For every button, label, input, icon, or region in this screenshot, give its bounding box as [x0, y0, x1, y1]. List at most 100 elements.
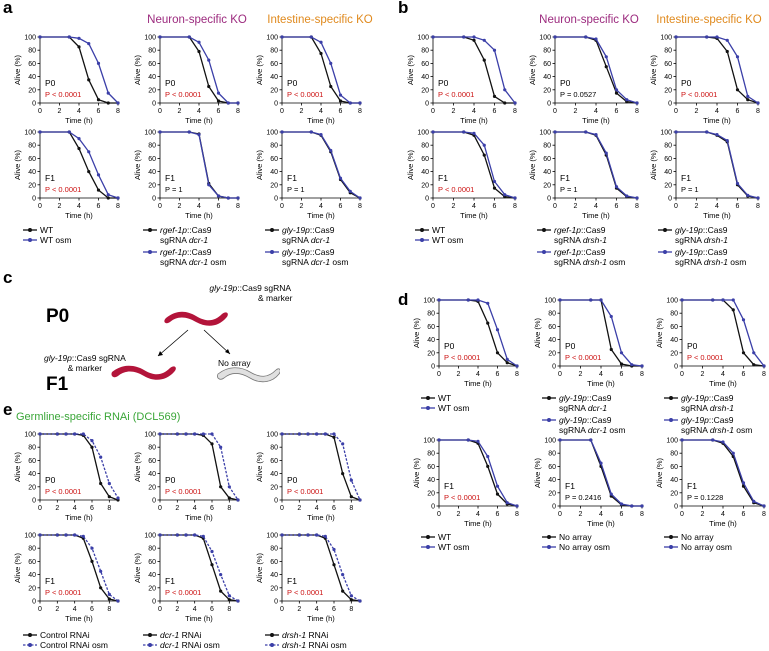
series-osm-point [207, 183, 211, 187]
series-osm-point [495, 484, 500, 488]
x-tick-label: 8 [762, 371, 766, 378]
series-control-point [77, 146, 81, 151]
series-osm-point [236, 599, 240, 603]
y-tick-label: 60 [427, 464, 435, 471]
p-value: P < 0.0001 [45, 487, 81, 496]
series-osm-point [437, 298, 441, 302]
series-osm-point [106, 91, 110, 95]
series-osm-point [495, 328, 500, 332]
series-control-point [329, 84, 333, 89]
y-tick-label: 100 [539, 130, 551, 137]
y-tick-label: 40 [421, 169, 429, 176]
generation-label: F1 [438, 173, 448, 183]
series-control-point [503, 101, 507, 105]
series-osm-point [437, 438, 441, 442]
y-tick-label: 100 [266, 533, 278, 540]
series-osm-point [462, 130, 466, 134]
series-osm-point [236, 498, 240, 502]
arrow-left [157, 329, 189, 357]
y-tick-label: 40 [28, 74, 36, 81]
generation-label: P0 [681, 78, 692, 88]
p-value: P < 0.0001 [565, 353, 601, 362]
series-control-point [604, 65, 608, 69]
y-tick-label: 60 [148, 559, 156, 566]
x-tick-label: 4 [73, 606, 77, 613]
x-tick-label: 6 [210, 505, 214, 512]
y-tick-label: 40 [427, 477, 435, 484]
series-osm-point [492, 179, 497, 184]
x-tick-label: 6 [496, 511, 500, 518]
series-control-point [492, 94, 497, 98]
y-tick-label: 20 [28, 182, 36, 189]
chart-d4: 0 20 40 60 80 100 0 2 4 6 8 Time (h) Alive (%) F1 P < … [412, 438, 519, 529]
series-osm-point [625, 98, 629, 102]
p-value: P < 0.0001 [687, 353, 723, 362]
generation-label: P0 [560, 78, 571, 88]
x-tick-label: 6 [736, 108, 740, 115]
series-control-point [731, 308, 735, 312]
x-tick-label: 2 [55, 606, 59, 613]
series-osm-point [492, 48, 497, 52]
y-tick-label: 80 [28, 48, 36, 55]
legend-item: No array [663, 532, 732, 542]
p-value: P < 0.0001 [45, 90, 81, 99]
series-osm-point [38, 35, 42, 39]
y-tick-label: 80 [670, 311, 678, 318]
series-control-point [609, 347, 613, 352]
y-tick-label: 20 [548, 350, 556, 357]
y-tick-label: 80 [28, 546, 36, 553]
series-osm-point [715, 35, 719, 39]
y-tick-label: 60 [543, 156, 551, 163]
x-tick-label: 6 [332, 505, 336, 512]
x-tick-label: 6 [339, 203, 343, 210]
series-osm-point [625, 194, 629, 198]
y-tick-label: 20 [148, 585, 156, 592]
y-tick-label: 20 [28, 585, 36, 592]
y-tick-label: 0 [431, 504, 435, 511]
series-osm-point [619, 502, 624, 506]
y-axis-label: Alive (%) [13, 55, 22, 86]
generation-label: F1 [681, 173, 691, 183]
x-tick-label: 4 [599, 511, 603, 518]
y-tick-label: 20 [270, 87, 278, 94]
y-axis-label: Alive (%) [406, 55, 415, 86]
series-osm-point [201, 432, 205, 436]
legend-marker [542, 545, 556, 549]
x-tick-label: 8 [513, 203, 517, 210]
y-tick-label: 100 [666, 298, 678, 305]
x-tick-label: 8 [756, 108, 760, 115]
legend-marker [658, 228, 672, 232]
y-tick-label: 100 [423, 298, 435, 305]
chart-b6: 0 20 40 60 80 100 0 2 4 6 8 Time (h) Alive (%) F1 P = … [649, 130, 760, 221]
x-axis-label: Time (h) [582, 211, 610, 220]
series-osm-point [725, 138, 729, 143]
series-osm-point [503, 88, 507, 92]
y-tick-label: 40 [28, 572, 36, 579]
x-tick-label: 6 [493, 108, 497, 115]
y-tick-label: 0 [552, 504, 556, 511]
series-osm-point [680, 438, 684, 442]
x-tick-label: 0 [553, 203, 557, 210]
series-osm-point [746, 193, 750, 197]
series-osm-point [715, 133, 719, 137]
x-tick-label: 6 [493, 203, 497, 210]
series-osm-point [341, 442, 345, 446]
y-tick-label: 20 [270, 484, 278, 491]
x-tick-label: 4 [77, 108, 81, 115]
y-tick-label: 20 [548, 490, 556, 497]
y-tick-label: 100 [266, 35, 278, 42]
generation-label: P0 [45, 78, 56, 88]
generation-label: P0 [165, 475, 176, 485]
series-control-point [332, 563, 336, 567]
x-tick-label: 4 [319, 108, 323, 115]
y-tick-label: 0 [32, 196, 36, 203]
x-tick-label: 0 [674, 203, 678, 210]
series-osm-point [472, 35, 476, 39]
series-osm-point [635, 101, 639, 105]
series-osm-point [630, 504, 634, 508]
y-tick-label: 0 [152, 599, 156, 606]
x-tick-label: 2 [297, 606, 301, 613]
x-tick-label: 6 [97, 203, 101, 210]
x-axis-label: Time (h) [65, 614, 93, 623]
panel-letter-b: b [398, 0, 409, 17]
